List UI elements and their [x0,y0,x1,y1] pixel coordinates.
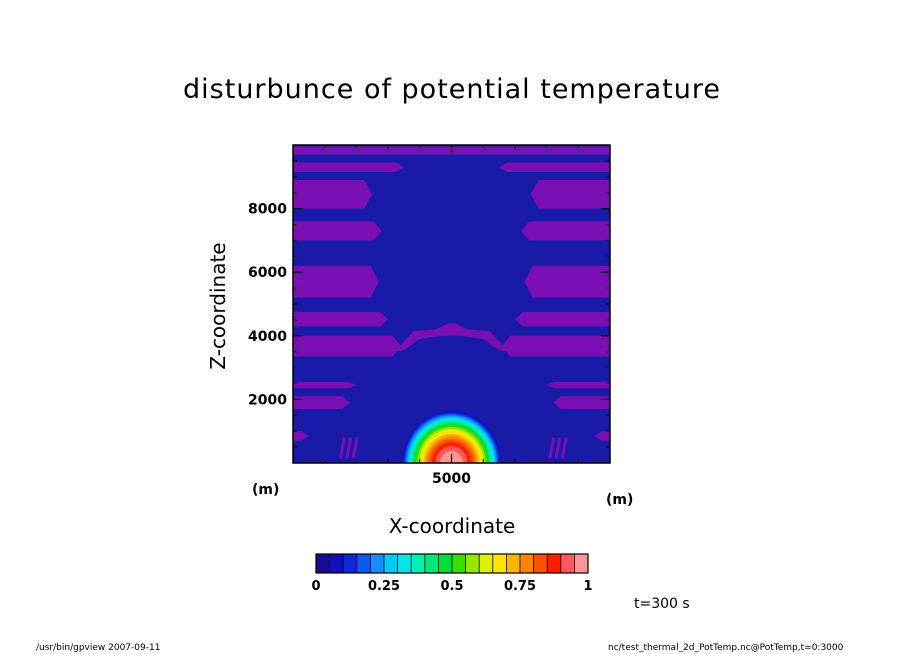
field-streak [548,437,556,459]
field-band [552,396,610,409]
footer-program-info: /usr/bin/gpview 2007-09-11 [36,643,161,653]
colorbar-swatch [397,554,412,573]
colorbar-swatch [560,554,575,573]
field-streak [554,437,562,459]
colorbar-swatch [370,554,385,573]
colorbar-swatch [384,554,399,573]
colorbar-swatch [492,554,507,573]
colorbar-swatch [411,554,426,573]
colorbar-swatch [479,554,494,573]
y-tick-label: 2000 [248,392,287,408]
colorbar-swatch [316,554,331,573]
field-band [293,381,357,389]
field-band [594,431,610,441]
colorbar-swatch [520,554,535,573]
x-axis-label: X-coordinate [388,514,516,538]
axis-ticks: 2000 4000 6000 8000 5000 [248,145,610,487]
colorbar-swatch [424,554,439,573]
field-streak [345,437,353,459]
y-tick-label: 6000 [248,265,287,281]
field-streak [351,437,359,459]
colorbar-tick-label: 0.25 [368,579,400,594]
colorbar-swatch [452,554,467,573]
colorbar-swatch [465,554,480,573]
x-axis-unit: (m) [606,492,634,508]
colorbar-tick-label: 0 [311,579,320,594]
field-band [499,162,610,173]
field-band [293,179,373,209]
footer-file-info: nc/test_thermal_2d_PotTemp.nc@PotTemp,t=… [608,643,844,653]
field-band [293,335,401,357]
colorbar-swatch [506,554,521,573]
colorbar-swatch [574,554,589,573]
colorbar-swatch [438,554,453,573]
y-axis-unit: (m) [252,482,280,498]
field-band [524,265,610,298]
colorbar-tick-label: 0.75 [504,579,536,594]
colorbar-frame [315,553,589,574]
colorbar-tick-label: 1 [583,579,592,594]
field-band [530,179,610,209]
plot-area [293,145,610,463]
colorbar: 0 0.25 0.5 0.75 1 [311,553,593,594]
colorbar-tick-label: 0.5 [440,579,463,594]
x-tick-label: 5000 [432,471,471,487]
field-band [293,162,404,173]
field-band [293,396,351,409]
field-band [502,335,610,357]
field-band [293,265,379,298]
colorbar-swatch [329,554,344,573]
colorbar-swatch [547,554,562,573]
field-band [293,311,389,327]
field-streak [560,437,568,459]
chart-title: disturbunce of potential temperature [183,74,721,105]
field-band [293,221,382,241]
y-tick-label: 4000 [248,329,287,345]
field-band [514,311,610,327]
colorbar-swatch [356,554,371,573]
field-dome [394,323,509,352]
time-label: t=300 s [634,596,690,612]
colorbar-swatch [343,554,358,573]
field-band [546,381,610,389]
field-band [521,221,610,241]
field-band [293,431,309,441]
field-streak [339,437,346,459]
y-tick-label: 8000 [248,202,287,218]
colorbar-swatch [533,554,548,573]
